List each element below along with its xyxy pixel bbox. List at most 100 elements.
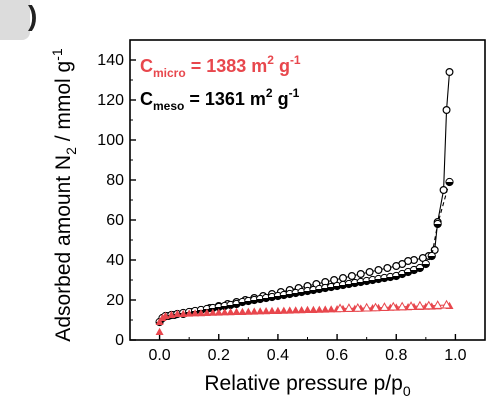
point-open-triangle bbox=[423, 300, 434, 310]
point-filled-triangle bbox=[202, 308, 211, 316]
point-half-circle bbox=[427, 251, 436, 261]
annotations: Cmicro = 1383 m2 g-1 Cmeso = 1361 m2 g-1 bbox=[140, 53, 301, 113]
point-filled-triangle bbox=[197, 309, 205, 317]
point-filled-triangle bbox=[208, 308, 217, 316]
point-open-triangle bbox=[432, 300, 443, 309]
point-half-circle bbox=[338, 280, 348, 290]
point-open-circle bbox=[439, 186, 448, 195]
point-filled-triangle bbox=[244, 307, 253, 315]
point-half-circle bbox=[250, 295, 259, 305]
series-line bbox=[159, 181, 451, 323]
point-filled-triangle bbox=[327, 305, 336, 313]
point-filled-triangle bbox=[191, 309, 200, 317]
point-filled-triangle bbox=[303, 305, 312, 313]
point-open-triangle bbox=[335, 303, 345, 313]
point-open-circle bbox=[347, 272, 356, 281]
y-tick-label: 0 bbox=[115, 332, 124, 349]
panel-label: ) bbox=[28, 0, 38, 31]
y-tick-label: 80 bbox=[106, 172, 124, 189]
point-filled-triangle bbox=[315, 305, 324, 313]
point-filled-triangle bbox=[173, 309, 182, 317]
point-filled-triangle bbox=[285, 306, 294, 314]
point-filled-triangle bbox=[161, 311, 170, 319]
point-half-circle bbox=[421, 259, 430, 269]
point-open-triangle bbox=[406, 301, 416, 310]
point-filled-triangle bbox=[179, 309, 188, 317]
y-tick-label: 20 bbox=[106, 292, 124, 309]
point-open-triangle bbox=[361, 302, 372, 312]
point-filled-triangle bbox=[309, 305, 318, 313]
point-half-circle bbox=[309, 285, 318, 295]
series-3 bbox=[335, 299, 452, 313]
point-filled-triangle bbox=[214, 308, 223, 316]
point-open-circle bbox=[442, 105, 451, 114]
series-layer bbox=[155, 67, 454, 335]
x-tick-label: 0.4 bbox=[267, 347, 289, 364]
point-half-circle bbox=[344, 279, 354, 289]
point-open-triangle bbox=[415, 300, 425, 310]
point-filled-triangle bbox=[226, 308, 235, 316]
point-half-circle bbox=[445, 177, 454, 187]
point-half-circle bbox=[392, 271, 401, 281]
point-half-circle bbox=[303, 286, 312, 296]
point-open-circle bbox=[365, 268, 374, 277]
x-tick-label: 0.0 bbox=[148, 347, 170, 364]
point-half-circle bbox=[315, 284, 324, 294]
x-axis: 0.0 0.2 0.4 0.6 0.8 1.0 bbox=[148, 334, 467, 364]
point-filled-triangle bbox=[167, 310, 176, 318]
point-open-circle bbox=[374, 266, 383, 275]
point-half-circle bbox=[433, 219, 442, 229]
point-filled-triangle bbox=[238, 307, 247, 315]
point-half-circle bbox=[232, 299, 241, 309]
point-filled-triangle bbox=[155, 327, 164, 335]
annotation-1: Cmeso = 1361 m2 g-1 bbox=[140, 86, 300, 113]
point-half-circle bbox=[261, 293, 271, 303]
x-tick-label: 0.8 bbox=[385, 347, 407, 364]
y-tick-label: 40 bbox=[106, 252, 124, 269]
point-filled-triangle bbox=[250, 307, 259, 315]
point-filled-triangle bbox=[256, 307, 265, 315]
point-open-triangle bbox=[441, 299, 452, 309]
point-open-triangle bbox=[344, 303, 354, 312]
point-open-triangle bbox=[397, 301, 408, 311]
panel-tab bbox=[0, 0, 30, 40]
point-filled-triangle bbox=[297, 306, 306, 314]
y-tick-label: 60 bbox=[106, 212, 124, 229]
point-half-circle bbox=[256, 294, 265, 304]
point-half-circle bbox=[285, 289, 294, 299]
point-half-circle bbox=[415, 263, 425, 273]
point-half-circle bbox=[356, 277, 365, 287]
point-filled-triangle bbox=[155, 317, 164, 325]
y-tick-label: 100 bbox=[97, 132, 124, 149]
y-axis-label: Adsorbed amount N2 / mmol g-1 bbox=[49, 48, 79, 342]
point-filled-triangle bbox=[273, 306, 282, 314]
point-open-circle bbox=[392, 262, 401, 271]
y-tick-label: 120 bbox=[97, 92, 124, 109]
point-open-circle bbox=[356, 270, 365, 279]
axis-labels: Relative pressure p/p0 Adsorbed amount N2… bbox=[49, 48, 411, 399]
x-tick-label: 0.6 bbox=[326, 347, 348, 364]
point-filled-triangle bbox=[321, 305, 330, 313]
point-filled-triangle bbox=[220, 308, 229, 316]
series-1 bbox=[155, 177, 454, 327]
point-open-triangle bbox=[352, 302, 363, 312]
point-open-circle bbox=[339, 274, 348, 283]
point-filled-triangle bbox=[262, 307, 271, 315]
point-open-triangle bbox=[379, 302, 390, 311]
point-half-circle bbox=[238, 297, 247, 307]
point-half-circle bbox=[327, 282, 336, 292]
point-filled-triangle bbox=[185, 309, 194, 317]
point-filled-triangle bbox=[232, 307, 241, 315]
point-filled-triangle bbox=[268, 306, 276, 314]
y-tick-label: 140 bbox=[97, 52, 124, 69]
x-axis-label: Relative pressure p/p0 bbox=[204, 372, 410, 399]
point-open-triangle bbox=[388, 301, 399, 311]
y-axis: 0 20 40 60 80 100 120 140 bbox=[97, 52, 136, 349]
x-tick-label: 1.0 bbox=[444, 347, 466, 364]
point-half-circle bbox=[279, 290, 288, 300]
point-half-circle bbox=[273, 291, 283, 301]
annotation-0: Cmicro = 1383 m2 g-1 bbox=[140, 53, 301, 80]
point-open-circle bbox=[445, 67, 454, 76]
point-open-circle bbox=[383, 264, 392, 273]
